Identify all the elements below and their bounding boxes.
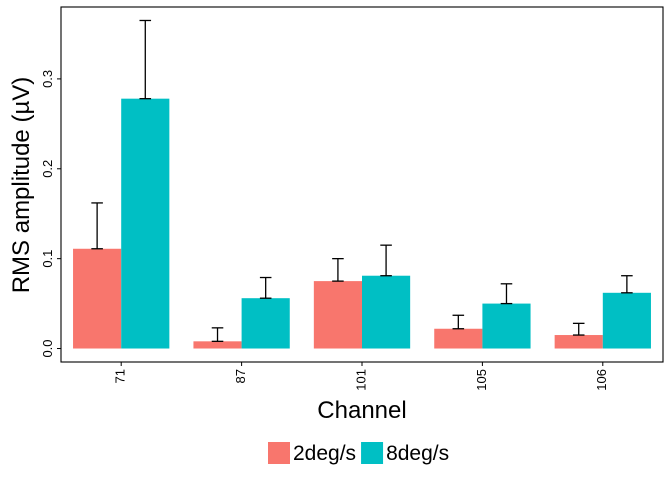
legend-key-1 bbox=[268, 442, 290, 464]
errorbar-106-series-2 bbox=[621, 275, 633, 294]
x-tick-label-106: 106 bbox=[594, 369, 609, 391]
bar-71-series-2 bbox=[121, 98, 170, 349]
bar-106-series-2 bbox=[602, 292, 651, 349]
x-tick-label-71: 71 bbox=[113, 369, 128, 383]
legend-key-2 bbox=[361, 442, 384, 464]
errorbar-87-series-2 bbox=[259, 276, 272, 299]
y-tick-label-0.3: 0.3 bbox=[40, 70, 55, 88]
errorbar-101-series-2 bbox=[380, 244, 392, 277]
errorbar-71-series-1 bbox=[91, 202, 103, 250]
bar-87-series-1 bbox=[193, 341, 242, 349]
legend-item-2: 8deg/s bbox=[361, 442, 449, 465]
legend-label-1: 2deg/s bbox=[293, 442, 356, 465]
y-tick-label-0.2: 0.2 bbox=[40, 160, 55, 178]
bars-layer bbox=[73, 98, 651, 349]
legend: 2deg/s 8deg/s bbox=[268, 442, 449, 465]
x-tick-label-101: 101 bbox=[353, 369, 368, 391]
x-tick-label-87: 87 bbox=[233, 369, 248, 383]
errorbars-layer bbox=[91, 19, 633, 342]
legend-label-2: 8deg/s bbox=[386, 442, 449, 465]
bar-105-series-1 bbox=[434, 328, 483, 349]
bar-105-series-2 bbox=[482, 303, 531, 349]
bar-87-series-2 bbox=[241, 298, 290, 349]
y-tick-label-0.0: 0.0 bbox=[40, 339, 55, 357]
errorbar-106-series-1 bbox=[572, 322, 585, 336]
y-axis-title: RMS amplitude (µV) bbox=[8, 77, 35, 294]
errorbar-101-series-1 bbox=[332, 257, 344, 282]
errorbar-105-series-2 bbox=[500, 283, 513, 305]
errorbar-105-series-1 bbox=[452, 314, 465, 330]
bar-71-series-1 bbox=[73, 248, 122, 349]
y-tick-label-0.1: 0.1 bbox=[40, 250, 55, 268]
x-tick-label-105: 105 bbox=[474, 369, 489, 391]
x-axis-title: Channel bbox=[317, 397, 406, 424]
bar-106-series-1 bbox=[554, 335, 603, 349]
y-axis: 0.0 0.1 0.2 0.3 bbox=[40, 70, 61, 358]
x-axis: 71 87 101 105 106 bbox=[113, 362, 609, 391]
bar-101-series-1 bbox=[313, 281, 362, 349]
bar-101-series-2 bbox=[362, 275, 411, 349]
errorbar-87-series-1 bbox=[211, 327, 224, 342]
errorbar-71-series-2 bbox=[139, 19, 152, 100]
legend-item-1: 2deg/s bbox=[268, 442, 356, 465]
